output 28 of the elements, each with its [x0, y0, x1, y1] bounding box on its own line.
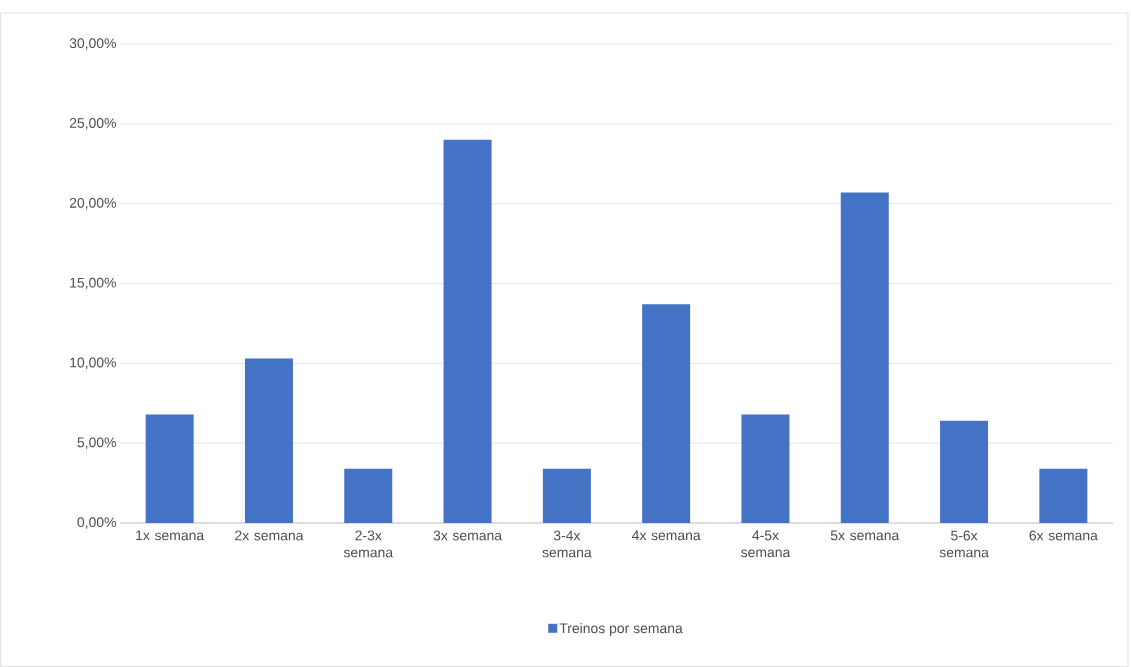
y-tick-label: 25,00%: [69, 118, 116, 130]
x-tick-label: 2x semana: [235, 530, 304, 541]
x-tick-label: 5x semana: [830, 530, 900, 541]
y-tick-label: 20,00%: [69, 197, 116, 210]
y-tick-label: 15,00%: [70, 277, 116, 290]
x-tick-label: 2-3x semana: [343, 530, 394, 558]
x-tick-label: 3-4x semana: [542, 530, 592, 558]
y-tick-label: 0,00%: [77, 517, 116, 529]
bar: [940, 420, 989, 523]
x-tick-label: 3x semana: [433, 530, 503, 541]
x-tick-label: 1x semana: [136, 530, 205, 541]
bar: [443, 139, 492, 523]
bar: [741, 414, 790, 523]
y-tick-label: 10,00%: [70, 357, 116, 370]
bar: [542, 468, 591, 523]
x-tick-label: 6x semana: [1029, 530, 1098, 541]
x-tick-label: 5-6x semana: [939, 530, 989, 558]
x-tick-label: 4-5x semana: [741, 530, 791, 558]
bar: [840, 192, 889, 523]
legend-label: Treinos por semana: [559, 622, 683, 636]
bar: [642, 304, 691, 523]
y-tick-label: 5,00%: [77, 437, 116, 449]
bar: [244, 358, 293, 523]
bar: [1039, 468, 1088, 523]
y-tick-label: 30,00%: [69, 38, 116, 50]
x-tick-label: 4x semana: [631, 530, 701, 541]
bar: [344, 468, 393, 523]
bar: [145, 414, 194, 523]
